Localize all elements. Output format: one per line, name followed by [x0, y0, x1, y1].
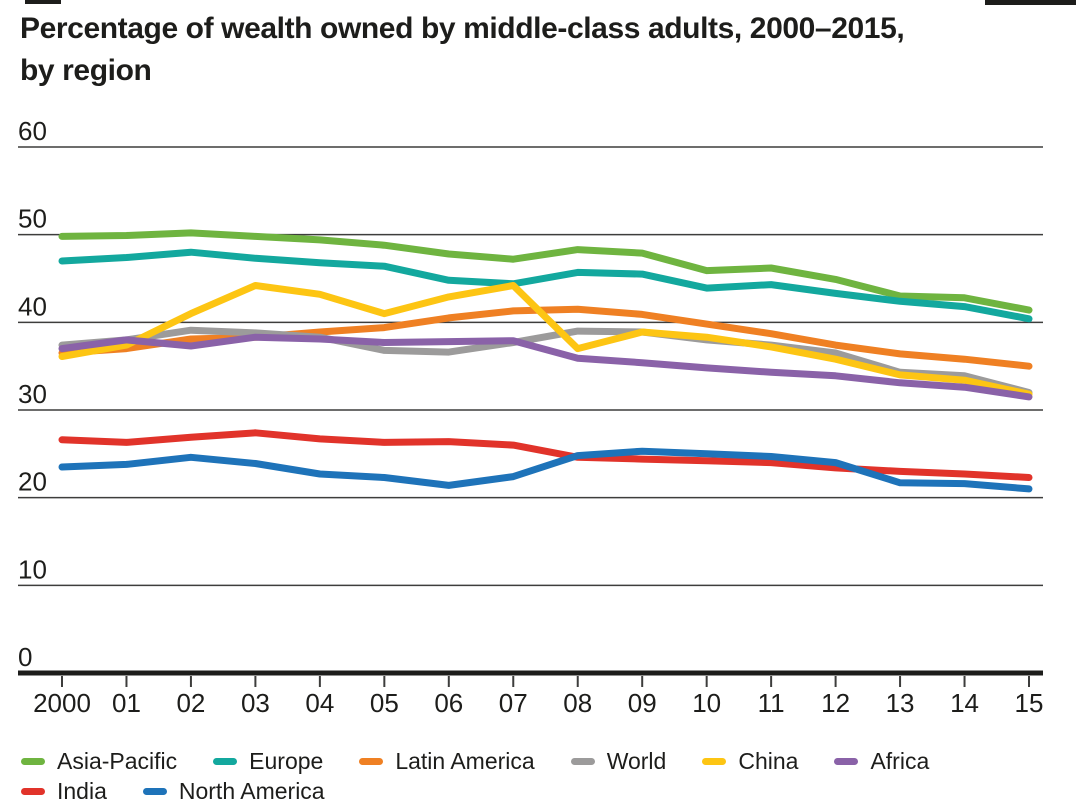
x-tick-label-2000: 2000	[33, 688, 91, 718]
legend-swatch-china	[702, 757, 727, 765]
y-tick-label-60: 60	[18, 116, 47, 146]
legend-row-2: India North America	[21, 776, 1061, 806]
legend-swatch-europe	[213, 757, 238, 765]
legend-swatch-latin-america	[359, 757, 384, 765]
legend-item-world: World	[570, 746, 667, 776]
legend-label-africa: Africa	[870, 748, 930, 774]
legend-swatch-asia-pacific	[21, 757, 45, 765]
series-line-world	[58, 326, 1033, 396]
x-tick-label-11: 11	[758, 688, 785, 718]
legend-label-asia-pacific: Asia-Pacific	[57, 748, 178, 774]
x-tick-label-05: 05	[370, 688, 399, 718]
chart-legend: Asia-Pacific Europe Latin America World Chin…	[21, 746, 1061, 806]
x-tick-label-12: 12	[821, 688, 850, 718]
legend-label-europe: Europe	[249, 748, 324, 774]
line-chart: 0 10 20 30 40 50 60 2000 01 02 03 04 05 06 07 08 09 10 11 1…	[18, 116, 1044, 718]
legend-item-africa: Africa	[834, 746, 929, 776]
series-line-north-america	[58, 447, 1033, 493]
x-tick-label-14: 14	[950, 688, 979, 718]
x-tick-label-06: 06	[434, 688, 463, 718]
legend-item-latin-america: Latin America	[359, 746, 535, 776]
legend-item-asia-pacific: Asia-Pacific	[21, 746, 177, 776]
chart-title-line1: Percentage of wealth owned by middle-cla…	[20, 12, 905, 45]
x-tick-label-15: 15	[1015, 688, 1044, 718]
legend-swatch-north-america	[142, 787, 167, 795]
series-line-china	[58, 282, 1033, 398]
legend-swatch-africa	[834, 757, 859, 765]
y-tick-label-0: 0	[18, 642, 32, 672]
y-tick-label-50: 50	[18, 204, 47, 234]
legend-item-europe: Europe	[213, 746, 323, 776]
x-tick-label-09: 09	[628, 688, 657, 718]
legend-label-world: World	[606, 748, 667, 774]
series-line-europe	[58, 248, 1033, 323]
crop-artifact-left	[25, 0, 61, 4]
chart-title: Percentage of wealth owned by middle-cla…	[20, 8, 1060, 92]
chart-title-line2: by region	[20, 54, 152, 87]
y-tick-label-40: 40	[18, 291, 47, 321]
x-tick-label-13: 13	[886, 688, 915, 718]
legend-swatch-india	[21, 787, 45, 795]
chart-plot-area: 0 10 20 30 40 50 60 2000 01 02 03 04 05 06 07 08 09 10 11 1…	[18, 116, 1044, 718]
legend-label-north-america: North America	[178, 778, 325, 804]
y-tick-label-10: 10	[18, 554, 47, 584]
legend-label-india: India	[57, 778, 107, 804]
y-tick-label-20: 20	[18, 467, 47, 497]
series-line-asia-pacific	[58, 229, 1033, 314]
legend-row-1: Asia-Pacific Europe Latin America World Chin…	[21, 746, 1061, 776]
x-tick-label-08: 08	[563, 688, 592, 718]
legend-label-latin-america: Latin America	[395, 748, 535, 774]
legend-label-china: China	[738, 748, 799, 774]
legend-item-china: China	[702, 746, 798, 776]
series-line-africa	[58, 333, 1033, 401]
crop-artifact-right	[985, 0, 1076, 5]
legend-item-north-america: North America	[142, 776, 325, 806]
x-tick-label-10: 10	[692, 688, 721, 718]
x-tick-label-07: 07	[499, 688, 528, 718]
x-tick-label-03: 03	[241, 688, 270, 718]
legend-swatch-world	[570, 757, 595, 765]
legend-item-india: India	[21, 776, 107, 806]
series-line-india	[58, 429, 1033, 481]
x-tick-label-04: 04	[305, 688, 334, 718]
y-tick-label-30: 30	[18, 379, 47, 409]
x-tick-label-01: 01	[112, 688, 141, 718]
x-tick-label-02: 02	[176, 688, 205, 718]
